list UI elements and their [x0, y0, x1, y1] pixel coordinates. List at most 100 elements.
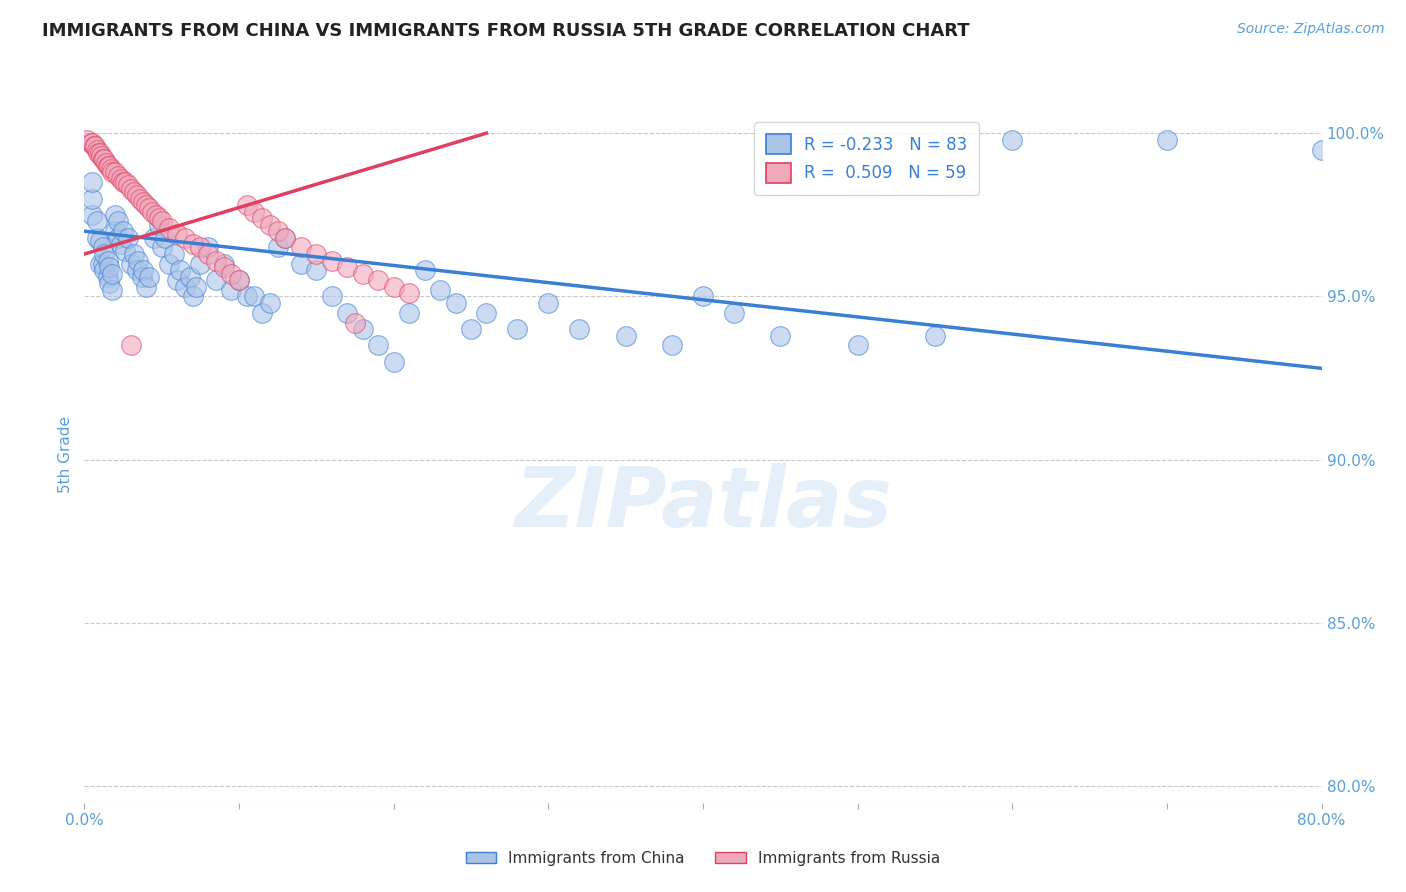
- Point: [107, 169, 129, 183]
- Point: [114, 175, 136, 189]
- Point: [84, 139, 107, 153]
- Point: [184, 279, 207, 293]
- Point: [98, 159, 121, 173]
- Point: [221, 267, 243, 281]
- Point: [148, 218, 170, 232]
- Point: [321, 289, 343, 303]
- Point: [221, 283, 243, 297]
- Point: [90, 149, 112, 163]
- Point: [163, 247, 186, 261]
- Point: [274, 230, 297, 244]
- Point: [344, 316, 367, 330]
- Point: [138, 202, 160, 216]
- Point: [166, 273, 188, 287]
- Point: [122, 185, 145, 199]
- Point: [614, 328, 637, 343]
- Point: [120, 257, 142, 271]
- Point: [352, 322, 374, 336]
- Point: [91, 153, 114, 167]
- Point: [114, 244, 136, 258]
- Point: [723, 306, 745, 320]
- Text: IMMIGRANTS FROM CHINA VS IMMIGRANTS FROM RUSSIA 5TH GRADE CORRELATION CHART: IMMIGRANTS FROM CHINA VS IMMIGRANTS FROM…: [42, 22, 970, 40]
- Point: [91, 240, 114, 254]
- Point: [110, 237, 132, 252]
- Point: [94, 155, 117, 169]
- Point: [661, 338, 683, 352]
- Point: [89, 234, 111, 248]
- Point: [138, 269, 160, 284]
- Point: [197, 247, 219, 261]
- Point: [135, 279, 157, 293]
- Point: [205, 273, 228, 287]
- Point: [382, 279, 405, 293]
- Point: [267, 224, 290, 238]
- Point: [132, 263, 155, 277]
- Point: [101, 283, 124, 297]
- Point: [259, 218, 281, 232]
- Point: [145, 208, 167, 222]
- Point: [290, 240, 312, 254]
- Point: [252, 211, 274, 226]
- Point: [290, 257, 312, 271]
- Point: [107, 230, 129, 244]
- Point: [212, 260, 235, 274]
- Point: [243, 289, 266, 303]
- Point: [101, 165, 124, 179]
- Point: [82, 136, 104, 150]
- Point: [159, 257, 181, 271]
- Point: [82, 175, 104, 189]
- Point: [86, 214, 108, 228]
- Point: [236, 198, 259, 212]
- Point: [305, 263, 328, 277]
- Point: [166, 227, 188, 242]
- Point: [104, 224, 127, 238]
- Point: [120, 182, 142, 196]
- Point: [128, 253, 150, 268]
- Point: [228, 273, 250, 287]
- Point: [382, 355, 405, 369]
- Point: [305, 247, 328, 261]
- Point: [104, 208, 127, 222]
- Point: [174, 230, 197, 244]
- Point: [212, 257, 235, 271]
- Point: [89, 257, 111, 271]
- Point: [132, 194, 155, 209]
- Point: [112, 175, 135, 189]
- Point: [97, 159, 120, 173]
- Legend: Immigrants from China, Immigrants from Russia: Immigrants from China, Immigrants from R…: [460, 845, 946, 871]
- Point: [100, 162, 122, 177]
- Point: [429, 283, 451, 297]
- Point: [506, 322, 529, 336]
- Point: [122, 247, 145, 261]
- Point: [537, 296, 560, 310]
- Point: [104, 165, 127, 179]
- Point: [120, 338, 142, 352]
- Point: [1310, 143, 1333, 157]
- Point: [101, 267, 124, 281]
- Point: [153, 230, 176, 244]
- Point: [179, 269, 201, 284]
- Point: [93, 247, 115, 261]
- Point: [148, 211, 170, 226]
- Point: [82, 192, 104, 206]
- Point: [79, 136, 101, 150]
- Point: [110, 172, 132, 186]
- Point: [97, 253, 120, 268]
- Point: [131, 269, 153, 284]
- Point: [197, 240, 219, 254]
- Point: [1156, 133, 1178, 147]
- Point: [267, 240, 290, 254]
- Point: [150, 240, 173, 254]
- Point: [181, 289, 204, 303]
- Text: ZIPatlas: ZIPatlas: [515, 463, 891, 544]
- Point: [336, 306, 359, 320]
- Point: [769, 328, 792, 343]
- Point: [87, 145, 110, 160]
- Point: [76, 133, 98, 147]
- Point: [150, 214, 173, 228]
- Point: [252, 306, 274, 320]
- Point: [398, 286, 420, 301]
- Point: [367, 273, 389, 287]
- Point: [143, 230, 166, 244]
- Point: [107, 214, 129, 228]
